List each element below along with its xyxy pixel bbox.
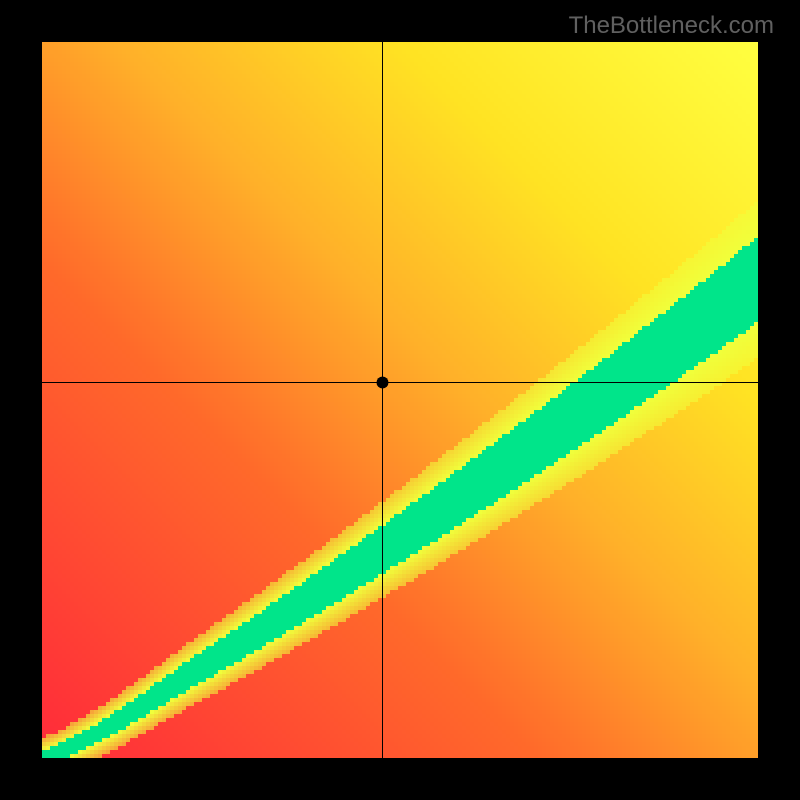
watermark-text: TheBottleneck.com	[569, 12, 774, 40]
chart-container: TheBottleneck.com	[0, 0, 800, 800]
heatmap-canvas	[0, 0, 800, 800]
